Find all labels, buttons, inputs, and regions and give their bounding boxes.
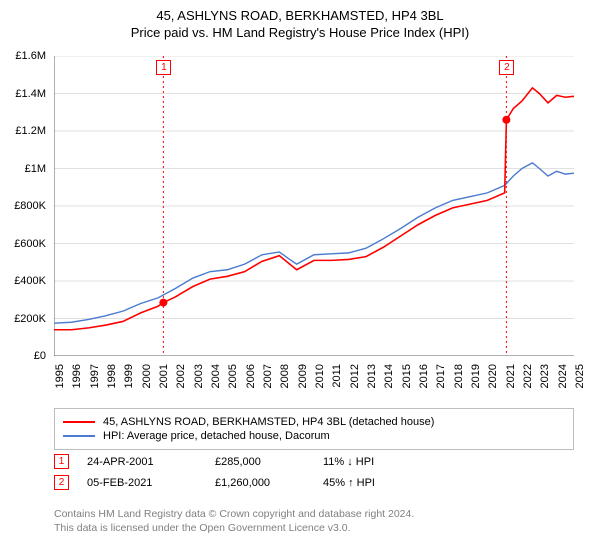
y-tick-label: £1M	[25, 163, 46, 175]
sales-table: 1 24-APR-2001 £285,000 11% ↓ HPI 2 05-FE…	[54, 454, 574, 496]
x-tick-label: 2009	[297, 364, 309, 388]
x-tick-label: 2015	[401, 364, 413, 388]
title-block: 45, ASHLYNS ROAD, BERKHAMSTED, HP4 3BL P…	[0, 0, 600, 40]
chart-area	[54, 56, 574, 356]
title-address: 45, ASHLYNS ROAD, BERKHAMSTED, HP4 3BL	[0, 8, 600, 23]
x-tick-label: 2002	[175, 364, 187, 388]
attribution: Contains HM Land Registry data © Crown c…	[54, 508, 574, 535]
sale-marker-2: 2	[54, 475, 69, 490]
x-tick-label: 2010	[314, 364, 326, 388]
x-tick-label: 2012	[349, 364, 361, 388]
sale-row-1: 1 24-APR-2001 £285,000 11% ↓ HPI	[54, 454, 574, 469]
sale-diff-1: 11% ↓ HPI	[323, 456, 433, 468]
x-tick-label: 1998	[106, 364, 118, 388]
x-tick-label: 1997	[89, 364, 101, 388]
x-tick-label: 2020	[487, 364, 499, 388]
x-tick-label: 2019	[470, 364, 482, 388]
attribution-line1: Contains HM Land Registry data © Crown c…	[54, 508, 574, 522]
sale-marker-1: 1	[54, 454, 69, 469]
x-tick-label: 2001	[158, 364, 170, 388]
legend: 45, ASHLYNS ROAD, BERKHAMSTED, HP4 3BL (…	[54, 408, 574, 450]
legend-swatch-hpi	[63, 435, 95, 437]
x-tick-label: 2014	[383, 364, 395, 388]
y-tick-label: £400K	[14, 275, 46, 287]
x-tick-label: 2005	[227, 364, 239, 388]
x-tick-label: 2007	[262, 364, 274, 388]
marker-dots	[159, 116, 510, 307]
x-tick-label: 2024	[557, 364, 569, 388]
y-tick-label: £1.6M	[15, 50, 46, 62]
title-subtitle: Price paid vs. HM Land Registry's House …	[0, 25, 600, 40]
x-tick-label: 2011	[331, 364, 343, 388]
sale-diff-2: 45% ↑ HPI	[323, 477, 433, 489]
x-tick-label: 2016	[418, 364, 430, 388]
x-tick-label: 2000	[141, 364, 153, 388]
legend-label-hpi: HPI: Average price, detached house, Daco…	[103, 430, 330, 442]
y-tick-label: £600K	[14, 238, 46, 250]
sale-date-2: 05-FEB-2021	[87, 477, 197, 489]
y-tick-label: £800K	[14, 200, 46, 212]
x-tick-label: 2006	[245, 364, 257, 388]
sale-date-1: 24-APR-2001	[87, 456, 197, 468]
x-tick-label: 2013	[366, 364, 378, 388]
x-tick-label: 2022	[522, 364, 534, 388]
x-tick-label: 1996	[71, 364, 83, 388]
x-tick-label: 2023	[539, 364, 551, 388]
sale-price-1: £285,000	[215, 456, 305, 468]
series-subject-line	[54, 88, 574, 330]
y-tick-label: £0	[34, 350, 46, 362]
y-tick-label: £1.2M	[15, 125, 46, 137]
y-tick-label: £200K	[14, 313, 46, 325]
x-tick-label: 2025	[574, 364, 586, 388]
x-tick-label: 2003	[193, 364, 205, 388]
x-tick-label: 2017	[435, 364, 447, 388]
x-tick-label: 2004	[210, 364, 222, 388]
plot-svg	[54, 56, 574, 356]
sale-price-2: £1,260,000	[215, 477, 305, 489]
figure: 45, ASHLYNS ROAD, BERKHAMSTED, HP4 3BL P…	[0, 0, 600, 560]
x-axis-ticks: 1995 1996 1997 1998 1999 2000 2001 2002 2003 2004…	[54, 360, 574, 406]
y-tick-label: £1.4M	[15, 88, 46, 100]
gridlines	[54, 56, 574, 319]
attribution-line2: This data is licensed under the Open Gov…	[54, 522, 574, 536]
x-tick-label: 1999	[123, 364, 135, 388]
chart-marker-1: 1	[156, 60, 171, 75]
legend-item-subject: 45, ASHLYNS ROAD, BERKHAMSTED, HP4 3BL (…	[63, 415, 565, 429]
legend-item-hpi: HPI: Average price, detached house, Daco…	[63, 429, 565, 443]
sale-row-2: 2 05-FEB-2021 £1,260,000 45% ↑ HPI	[54, 475, 574, 490]
chart-marker-2: 2	[499, 60, 514, 75]
legend-label-subject: 45, ASHLYNS ROAD, BERKHAMSTED, HP4 3BL (…	[103, 416, 434, 428]
legend-swatch-subject	[63, 421, 95, 423]
x-tick-label: 1995	[54, 364, 66, 388]
x-tick-label: 2008	[279, 364, 291, 388]
x-tick-label: 2018	[453, 364, 465, 388]
x-tick-label: 2021	[505, 364, 517, 388]
y-axis-ticks: £0£200K£400K£600K£800K£1M£1.2M£1.4M£1.6M	[0, 56, 50, 356]
